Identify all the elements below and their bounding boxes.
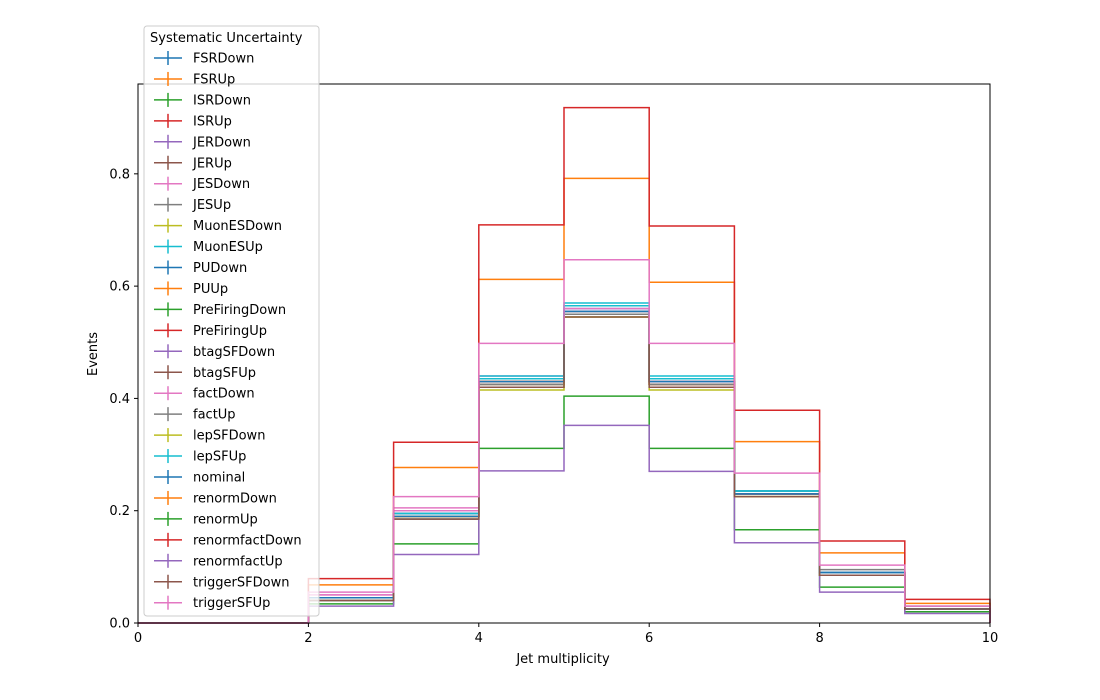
legend-label: triggerSFDown xyxy=(193,575,289,590)
legend-entry-triggerSFDown: triggerSFDown xyxy=(154,574,289,590)
series-line-triggerSFDown xyxy=(138,316,991,624)
legend-label: PreFiringDown xyxy=(193,303,286,318)
series-line-triggerSFUp xyxy=(138,258,991,624)
legend-entry-renormfactUp: renormfactUp xyxy=(154,553,283,569)
legend-label: factDown xyxy=(193,387,255,402)
legend-entry-nominal: nominal xyxy=(154,470,245,486)
legend-label: JESDown xyxy=(192,177,250,192)
legend-label: renormfactUp xyxy=(193,554,283,569)
legend-entry-PreFiringDown: PreFiringDown xyxy=(154,302,286,318)
y-tick-label: 0.0 xyxy=(109,617,130,632)
legend-label: btagSFDown xyxy=(193,345,275,360)
legend-entry-PreFiringUp: PreFiringUp xyxy=(154,323,267,339)
legend-entry-MuonESDown: MuonESDown xyxy=(154,218,282,234)
legend-label: lepSFDown xyxy=(193,429,265,444)
y-axis-label: Events xyxy=(86,332,101,376)
legend-entry-ISRDown: ISRDown xyxy=(154,92,251,108)
legend-label: MuonESUp xyxy=(193,240,263,255)
plot-area xyxy=(137,83,991,624)
legend-entry-btagSFUp: btagSFUp xyxy=(154,365,256,381)
legend-label: FSRUp xyxy=(193,72,235,87)
y-tick-label: 0.8 xyxy=(109,167,130,182)
legend-entry-triggerSFUp: triggerSFUp xyxy=(154,595,270,611)
legend-entry-PUUp: PUUp xyxy=(154,281,228,297)
x-tick-label: 2 xyxy=(304,631,312,646)
legend-label: triggerSFUp xyxy=(193,596,270,611)
legend-label: PreFiringUp xyxy=(193,324,267,339)
legend-label: renormfactDown xyxy=(193,533,302,548)
legend-entry-ISRUp: ISRUp xyxy=(154,113,232,129)
legend-entry-factDown: factDown xyxy=(154,386,255,402)
x-axis: 0 2 4 6 8 10 xyxy=(134,623,998,646)
legend-label: renormDown xyxy=(193,491,277,506)
legend-label: ISRDown xyxy=(193,93,251,108)
legend-entry-renormUp: renormUp xyxy=(154,511,258,527)
x-tick-label: 0 xyxy=(134,631,142,646)
legend-entry-MuonESUp: MuonESUp xyxy=(154,239,263,255)
x-tick-label: 10 xyxy=(982,631,999,646)
axes-frame xyxy=(137,83,991,624)
x-axis-label: Jet multiplicity xyxy=(515,652,610,667)
legend-label: PUUp xyxy=(193,282,228,297)
legend-label: renormUp xyxy=(193,512,258,527)
legend-entry-PUDown: PUDown xyxy=(154,260,247,276)
y-tick-label: 0.4 xyxy=(109,392,130,407)
legend-entry-FSRDown: FSRDown xyxy=(154,51,254,67)
legend-entry-JESUp: JESUp xyxy=(154,197,231,213)
x-tick-label: 6 xyxy=(645,631,653,646)
y-tick-label: 0.2 xyxy=(109,504,130,519)
legend-entry-JESDown: JESDown xyxy=(154,176,250,192)
legend-label: JERDown xyxy=(192,135,251,150)
legend-entry-factUp: factUp xyxy=(154,407,236,423)
legend-entry-renormDown: renormDown xyxy=(154,490,277,506)
legend-entry-btagSFDown: btagSFDown xyxy=(154,344,275,360)
series-line-nominal xyxy=(138,310,991,624)
legend-entry-renormfactDown: renormfactDown xyxy=(154,532,302,548)
legend-label: factUp xyxy=(193,408,236,423)
x-tick-label: 8 xyxy=(815,631,823,646)
legend-box xyxy=(143,25,320,617)
legend-label: JERUp xyxy=(192,156,232,171)
legend-label: btagSFUp xyxy=(193,366,256,381)
legend-label: PUDown xyxy=(193,261,247,276)
legend-entry-lepSFDown: lepSFDown xyxy=(154,428,265,444)
series-line-renormUp xyxy=(138,395,991,624)
legend: Systematic Uncertainty FSRDown FSRUp ISRDo… xyxy=(143,25,320,617)
legend-entry-lepSFUp: lepSFUp xyxy=(154,449,246,465)
x-tick-label: 4 xyxy=(475,631,483,646)
y-axis: 0.0 0.2 0.4 0.6 0.8 xyxy=(109,167,138,632)
legend-label: ISRUp xyxy=(193,114,232,129)
legend-title: Systematic Uncertainty xyxy=(150,31,303,46)
legend-entry-JERUp: JERUp xyxy=(154,155,232,171)
legend-label: FSRDown xyxy=(193,52,254,67)
legend-items: FSRDown FSRUp ISRDown ISRUp JERDown JERUp JESD… xyxy=(154,51,302,611)
series-line-renormfactUp xyxy=(138,424,991,624)
series-line-renormfactDown xyxy=(138,106,991,624)
legend-entry-JERDown: JERDown xyxy=(154,134,251,150)
legend-label: JESUp xyxy=(192,198,231,213)
series-line-renormDown xyxy=(138,177,991,624)
y-tick-label: 0.6 xyxy=(109,280,130,295)
legend-label: MuonESDown xyxy=(193,219,282,234)
legend-label: nominal xyxy=(193,471,245,486)
legend-label: lepSFUp xyxy=(193,450,246,465)
legend-entry-FSRUp: FSRUp xyxy=(154,71,235,87)
